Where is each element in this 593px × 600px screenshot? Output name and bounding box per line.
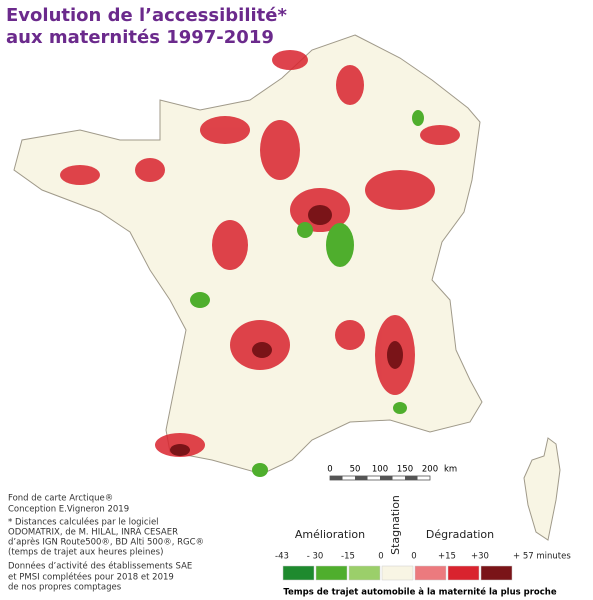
legend-label: +15 xyxy=(438,552,456,562)
legend-caption: Temps de trajet automobile à la maternit… xyxy=(283,587,556,598)
france-map xyxy=(13,34,561,541)
credit-line: Fond de carte Arctique® xyxy=(8,494,113,504)
legend-label: + 57 minutes xyxy=(513,552,571,562)
scale-segment xyxy=(380,476,393,480)
legend-label: 0 xyxy=(411,552,416,562)
mainland xyxy=(13,34,483,475)
credits: Fond de carte Arctique®Conception E.Vign… xyxy=(8,494,204,593)
scale-segment xyxy=(330,476,343,480)
legend-swatch xyxy=(480,565,513,581)
legend-swatch xyxy=(348,565,381,581)
credit-line: d’après IGN Route500®, BD Alti 500®, RGC… xyxy=(8,537,204,548)
legend: Amélioration Dégradation Stagnation Temp… xyxy=(275,495,571,597)
legend-swatch xyxy=(282,565,315,581)
legend-label: -43 xyxy=(275,552,289,562)
legend-heading: Stagnation xyxy=(389,495,402,555)
scale-label: 0 xyxy=(327,465,332,475)
credit-line: Conception E.Vigneron 2019 xyxy=(8,505,129,515)
scale-bar: 0 50 100 150 200 km xyxy=(327,465,457,481)
strong-degradation xyxy=(170,205,403,456)
legend-label: 0 xyxy=(378,552,383,562)
title-line: Evolution de l’accessibilité* xyxy=(6,5,287,26)
scale-label: 50 xyxy=(350,465,361,475)
credit-line: et PMSI complétées pour 2018 et 2019 xyxy=(8,572,174,583)
legend-label: +30 xyxy=(471,552,489,562)
legend-heading: Amélioration xyxy=(295,528,365,541)
improvement-zones xyxy=(190,110,424,477)
scale-label: 200 xyxy=(422,465,438,475)
scale-segment xyxy=(405,476,418,480)
credit-line: ODOMATRIX, de M. HILAL, INRA CESAER xyxy=(8,528,178,538)
credit-line: Données d’activité des établissements SA… xyxy=(8,561,192,572)
legend-swatch xyxy=(381,565,414,581)
credit-line: de nos propres comptages xyxy=(8,583,122,593)
legend-label: - 30 xyxy=(307,552,324,562)
legend-swatch xyxy=(447,565,480,581)
scale-unit: km xyxy=(444,465,457,475)
title-line: aux maternités 1997-2019 xyxy=(6,27,274,48)
corsica xyxy=(523,437,561,541)
credit-line: (temps de trajet aux heures pleines) xyxy=(8,548,163,558)
scale-label: 100 xyxy=(372,465,388,475)
scale-segment xyxy=(355,476,368,480)
legend-heading: Dégradation xyxy=(426,528,494,541)
credit-line: * Distances calculées par le logiciel xyxy=(8,517,159,528)
legend-swatch xyxy=(315,565,348,581)
legend-label: -15 xyxy=(341,552,355,562)
legend-swatch xyxy=(414,565,447,581)
scale-label: 150 xyxy=(397,465,413,475)
